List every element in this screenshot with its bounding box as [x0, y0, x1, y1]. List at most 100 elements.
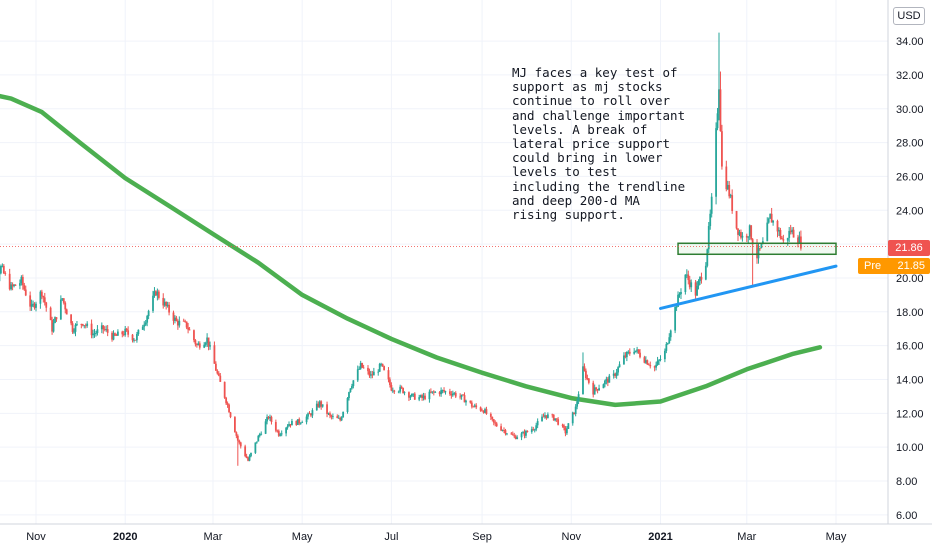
candle-body	[624, 355, 627, 358]
candle-body	[269, 416, 271, 419]
candle-body	[658, 360, 660, 361]
candle-body	[583, 366, 586, 371]
price-axis[interactable]: 6.008.0010.0012.0014.0016.0018.0020.0022…	[0, 0, 932, 525]
candle-body	[690, 282, 693, 288]
candle-body	[441, 390, 444, 391]
candle-body	[413, 393, 416, 400]
candle-body	[791, 229, 794, 233]
candle-body	[337, 417, 340, 419]
candle-body	[397, 391, 400, 393]
candle-body	[11, 284, 14, 287]
y-tick-label: 32.00	[896, 70, 924, 82]
candle-body	[280, 433, 283, 435]
candle-body	[136, 334, 138, 341]
candle-body	[485, 409, 488, 414]
candle-body	[513, 435, 516, 437]
candle-body	[285, 427, 287, 434]
x-tick-label: Mar	[737, 531, 756, 543]
candle-body	[172, 312, 175, 321]
candle-body	[604, 380, 606, 385]
candle-body	[634, 350, 637, 352]
candle-body	[260, 433, 263, 435]
candle-body	[789, 230, 792, 233]
candle-body	[144, 322, 147, 325]
candle-body	[587, 378, 590, 383]
candle-body	[198, 343, 201, 348]
candle-body	[125, 328, 128, 331]
candle-body	[677, 294, 679, 307]
candle-body	[359, 362, 362, 369]
candle-body	[636, 349, 638, 351]
candle-body	[317, 403, 320, 407]
candle-body	[479, 407, 482, 411]
candle-body	[582, 366, 584, 395]
candle-body	[510, 433, 513, 435]
candle-body	[666, 343, 669, 345]
candle-body	[424, 395, 426, 400]
time-axis[interactable]: Nov 2020 Mar May Jul Sep Nov 2021 Mar May	[26, 531, 847, 543]
candle-body	[193, 330, 195, 341]
candle-body	[440, 390, 443, 395]
candle-body	[367, 367, 369, 372]
candle-body	[745, 235, 748, 238]
premarket-price: 21.85	[897, 260, 925, 272]
candle-body	[422, 395, 425, 399]
candle-body	[86, 323, 89, 326]
candle-body	[65, 309, 68, 315]
candle-body	[637, 349, 640, 353]
candle-body	[792, 229, 795, 238]
currency-label[interactable]: USD	[893, 7, 925, 25]
candle-body	[738, 232, 741, 235]
candle-body	[80, 324, 83, 325]
candle-body	[577, 394, 580, 402]
candle-body	[248, 456, 251, 461]
candle-body	[188, 329, 191, 331]
candle-body	[383, 366, 385, 371]
candle-body	[330, 415, 333, 417]
candle-body	[264, 421, 267, 434]
candle-body	[421, 395, 424, 399]
candle-body	[639, 352, 641, 358]
candle-body	[438, 392, 441, 395]
candle-body	[598, 388, 600, 391]
candle-body	[770, 213, 773, 223]
candle-body	[443, 390, 445, 392]
candle-body	[408, 392, 410, 398]
candle-body	[494, 422, 497, 424]
candle-body	[592, 382, 595, 395]
candle-body	[798, 236, 801, 243]
candle-body	[418, 397, 421, 400]
candle-body	[219, 375, 222, 382]
candle-body	[511, 434, 514, 436]
candle-body	[574, 406, 577, 414]
candle-body	[709, 213, 712, 227]
candle-body	[663, 350, 666, 360]
candle-body	[678, 294, 681, 295]
candle-body	[623, 355, 625, 365]
candle-body	[567, 423, 570, 429]
candle-body	[277, 430, 280, 436]
candle-body	[526, 430, 529, 432]
candle-body	[737, 228, 739, 235]
candle-body	[643, 357, 646, 363]
candle-body	[299, 422, 302, 424]
y-tick-label: 18.00	[896, 307, 924, 319]
y-tick-label: 12.00	[896, 408, 924, 420]
candle-body	[675, 306, 678, 308]
candle-body	[64, 302, 67, 310]
x-tick-label: 2020	[113, 531, 137, 543]
candle-body	[24, 289, 27, 296]
candle-body	[389, 379, 391, 385]
candle-body	[30, 304, 33, 307]
candle-body	[141, 326, 144, 330]
candle-body	[718, 89, 720, 114]
candle-body	[470, 402, 473, 407]
candle-body	[70, 314, 73, 324]
candle-body	[81, 324, 84, 326]
candle-body	[361, 362, 364, 368]
candle-body	[674, 306, 677, 331]
candle-body	[257, 435, 260, 442]
candle-body	[542, 416, 545, 418]
candle-body	[617, 367, 619, 373]
